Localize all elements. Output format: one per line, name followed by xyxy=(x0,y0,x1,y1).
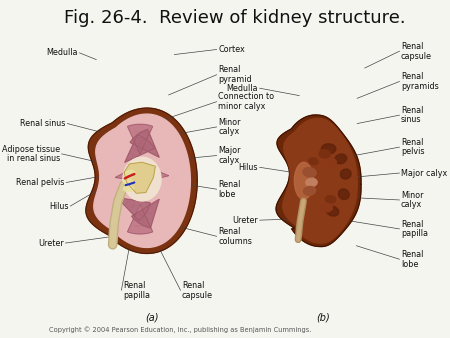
Polygon shape xyxy=(127,124,153,154)
Ellipse shape xyxy=(338,189,349,199)
Text: Medulla: Medulla xyxy=(227,84,258,93)
Polygon shape xyxy=(125,135,154,162)
Ellipse shape xyxy=(327,159,337,166)
Ellipse shape xyxy=(321,203,333,212)
Ellipse shape xyxy=(325,196,336,203)
Polygon shape xyxy=(127,204,153,234)
Text: Renal
capsule: Renal capsule xyxy=(182,281,213,299)
Ellipse shape xyxy=(123,186,134,191)
Text: Renal pelvis: Renal pelvis xyxy=(16,178,65,187)
Polygon shape xyxy=(130,129,159,157)
Text: Minor
calyx: Minor calyx xyxy=(401,191,423,209)
Text: Renal
pyramid: Renal pyramid xyxy=(218,65,252,84)
Text: Hilus: Hilus xyxy=(50,201,69,211)
Ellipse shape xyxy=(294,162,313,199)
Ellipse shape xyxy=(340,169,351,179)
Text: Cortex: Cortex xyxy=(218,45,245,54)
Ellipse shape xyxy=(123,157,161,201)
Polygon shape xyxy=(86,108,197,254)
Ellipse shape xyxy=(306,178,317,187)
Ellipse shape xyxy=(309,158,318,165)
Ellipse shape xyxy=(303,168,316,177)
Text: Renal
columns: Renal columns xyxy=(218,227,252,246)
Text: (a): (a) xyxy=(145,312,159,322)
Ellipse shape xyxy=(321,144,336,154)
Polygon shape xyxy=(276,115,361,247)
Text: Renal
capsule: Renal capsule xyxy=(401,42,432,61)
Ellipse shape xyxy=(123,179,133,185)
Text: (b): (b) xyxy=(316,312,330,322)
Polygon shape xyxy=(115,163,149,183)
Text: Major
calyx: Major calyx xyxy=(218,146,241,165)
Text: Renal
papilla: Renal papilla xyxy=(401,220,428,238)
Text: Renal
sinus: Renal sinus xyxy=(401,106,423,124)
Text: Ureter: Ureter xyxy=(232,216,258,225)
Ellipse shape xyxy=(326,206,339,216)
Text: Adipose tissue
in renal sinus: Adipose tissue in renal sinus xyxy=(2,145,60,163)
Text: Medulla: Medulla xyxy=(46,48,78,57)
Polygon shape xyxy=(124,162,155,193)
Text: Fig. 26-4.  Review of kidney structure.: Fig. 26-4. Review of kidney structure. xyxy=(64,9,406,27)
Text: Connection to
minor calyx: Connection to minor calyx xyxy=(218,92,274,111)
Text: Hilus: Hilus xyxy=(238,163,258,172)
Text: Renal
papilla: Renal papilla xyxy=(123,281,150,299)
Text: Renal
pelvis: Renal pelvis xyxy=(401,138,424,156)
Text: Ureter: Ureter xyxy=(38,239,64,247)
Text: Renal
pyramids: Renal pyramids xyxy=(401,72,439,91)
Polygon shape xyxy=(94,114,190,247)
Text: Renal
lobe: Renal lobe xyxy=(401,250,423,269)
Ellipse shape xyxy=(124,170,135,178)
Text: Minor
calyx: Minor calyx xyxy=(218,118,241,136)
Polygon shape xyxy=(117,198,150,220)
Polygon shape xyxy=(283,118,357,243)
Text: Major calyx: Major calyx xyxy=(401,169,447,177)
Ellipse shape xyxy=(303,187,315,195)
Ellipse shape xyxy=(335,154,346,164)
Polygon shape xyxy=(135,163,169,184)
Ellipse shape xyxy=(319,150,330,158)
Text: Copyright © 2004 Pearson Education, Inc., publishing as Benjamin Cummings.: Copyright © 2004 Pearson Education, Inc.… xyxy=(49,327,311,333)
Text: Renal sinus: Renal sinus xyxy=(20,119,66,128)
Polygon shape xyxy=(132,199,159,228)
Text: Renal
lobe: Renal lobe xyxy=(218,180,241,198)
